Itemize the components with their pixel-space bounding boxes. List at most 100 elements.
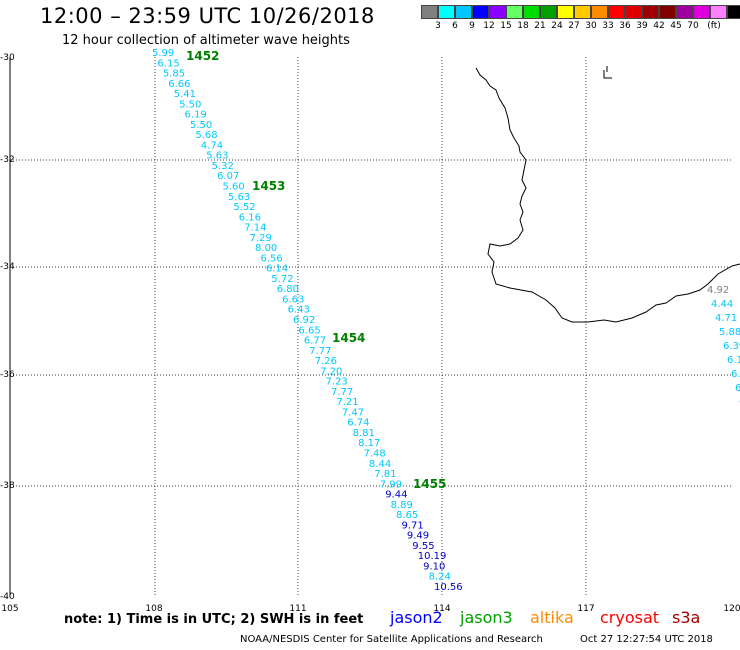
altimeter-track: 5.996.155.856.665.415.506.195.505.684.74… [152,48,463,593]
swh-value-label: 8.17 [358,438,380,449]
swh-value-label-east: 4.92 [707,285,729,296]
legend-swatch [591,5,608,19]
lon-label-114: 114 [433,604,451,614]
lon-label-120: 120 [723,604,740,614]
legend-tick-label: (ft) [707,21,721,31]
track-time-label: 1455 [413,477,446,491]
swh-value-label: 5.41 [174,89,196,100]
legend-swatch [693,5,710,19]
swh-value-label-east: 6 [735,383,740,394]
swh-value-label: 6.92 [293,315,315,326]
legend-swatch [710,5,727,19]
lat-label-36: -36 [0,370,15,380]
swh-value-label: 8.00 [255,243,277,254]
swh-value-label: 6.66 [168,79,190,90]
swh-value-label-east: 6.1 [727,355,740,366]
legend-tick-label: 42 [653,21,665,31]
swh-value-label: 8.81 [353,428,375,439]
legend-swatch [727,5,740,19]
legend-swatch [472,5,489,19]
swh-value-label: 5.63 [206,151,228,162]
swh-value-label: 9.49 [407,531,429,542]
legend-swatch [489,5,506,19]
legend-swatch [625,5,642,19]
swh-value-label: 7.81 [374,469,396,480]
swh-value-label-east: 5.88 [719,327,740,338]
swh-value-label: 5.60 [223,182,245,193]
legend-swatch [506,5,523,19]
lat-label-30: -30 [0,53,15,63]
lon-label-111: 111 [289,604,307,614]
swh-value-label: 9.44 [385,490,407,501]
swh-value-label: 5.52 [233,202,255,213]
map-grid [9,57,732,597]
coastline-islet [603,66,612,79]
legend-swatch [438,5,455,19]
legend-swatch [608,5,625,19]
legend-swatch [523,5,540,19]
swh-value-label: 6.77 [304,336,326,347]
swh-value-label: 8.89 [391,500,413,511]
swh-value-label: 6.80 [277,284,299,295]
legend-tick-label: 21 [534,21,546,31]
legend-tick-label: 24 [551,21,563,31]
legend-swatch [540,5,557,19]
legend-tick-label: 30 [585,21,597,31]
swh-value-label: 7.77 [331,387,353,398]
altimeter-track-east: 4.924.444.715.886.396.16.5667 [707,285,740,408]
swh-value-label: 6.43 [288,305,310,316]
legend-swatch [642,5,659,19]
legend-tick-label: 39 [636,21,648,31]
legend-swatch [659,5,676,19]
page-subtitle: 12 hour collection of altimeter wave hei… [62,33,350,48]
legend-tick-label: 9 [469,21,475,31]
swh-value-label: 4.74 [201,140,223,151]
swh-value-label: 6.65 [298,325,320,336]
lat-label-32: -32 [0,155,15,165]
swh-value-label: 7.99 [380,479,402,490]
swh-value-label-east: 4.44 [711,299,733,310]
legend-swatch [676,5,693,19]
swh-value-label: 7.29 [250,233,272,244]
page-title: 12:00 – 23:59 UTC 10/26/2018 [40,4,375,28]
swh-value-label: 5.32 [212,161,234,172]
track-time-label: 1454 [332,331,365,345]
swh-value-label: 9.10 [423,561,445,572]
swh-value-label: 6.56 [260,253,282,264]
swh-value-label: 5.50 [190,120,212,131]
swh-value-label: 7.26 [315,356,337,367]
color-legend [421,5,740,19]
swh-value-label: 5.50 [179,99,201,110]
swh-value-label: 6.07 [217,171,239,182]
swh-value-label: 6.63 [282,294,304,305]
swh-value-label: 7.77 [309,346,331,357]
satellite-cryosat: cryosat [600,608,660,627]
satellite-altika: altika [530,608,574,627]
footer-timestamp: Oct 27 12:27:54 UTC 2018 [580,634,713,645]
units-note: note: 1) Time is in UTC; 2) SWH is in fe… [64,612,364,627]
swh-value-label: 5.85 [163,69,185,80]
swh-value-label: 5.99 [152,48,174,59]
satellite-jason3: jason3 [460,608,513,627]
swh-value-label: 6.74 [347,418,369,429]
legend-tick-label: 18 [517,21,529,31]
swh-value-label: 10.19 [418,551,447,562]
swh-value-label: 6.14 [266,264,288,275]
legend-tick-label: 27 [568,21,580,31]
swh-value-label: 6.16 [239,212,261,223]
swh-value-label: 7.23 [326,377,348,388]
swh-value-label: 7.21 [336,397,358,408]
swh-value-label: 5.68 [195,130,217,141]
legend-tick-label: 70 [687,21,699,31]
swh-value-label: 7.47 [342,407,364,418]
legend-swatch [557,5,574,19]
swh-value-label: 5.63 [228,192,250,203]
swh-value-label: 7.20 [320,366,342,377]
swh-value-label-east: 4.71 [715,313,737,324]
swh-value-label-east: 6.5 [731,369,740,380]
legend-tick-label: 12 [483,21,495,31]
swh-value-label: 9.55 [412,541,434,552]
legend-tick-label: 6 [452,21,458,31]
legend-swatch [421,5,438,19]
satellite-s3a: s3a [672,608,701,627]
